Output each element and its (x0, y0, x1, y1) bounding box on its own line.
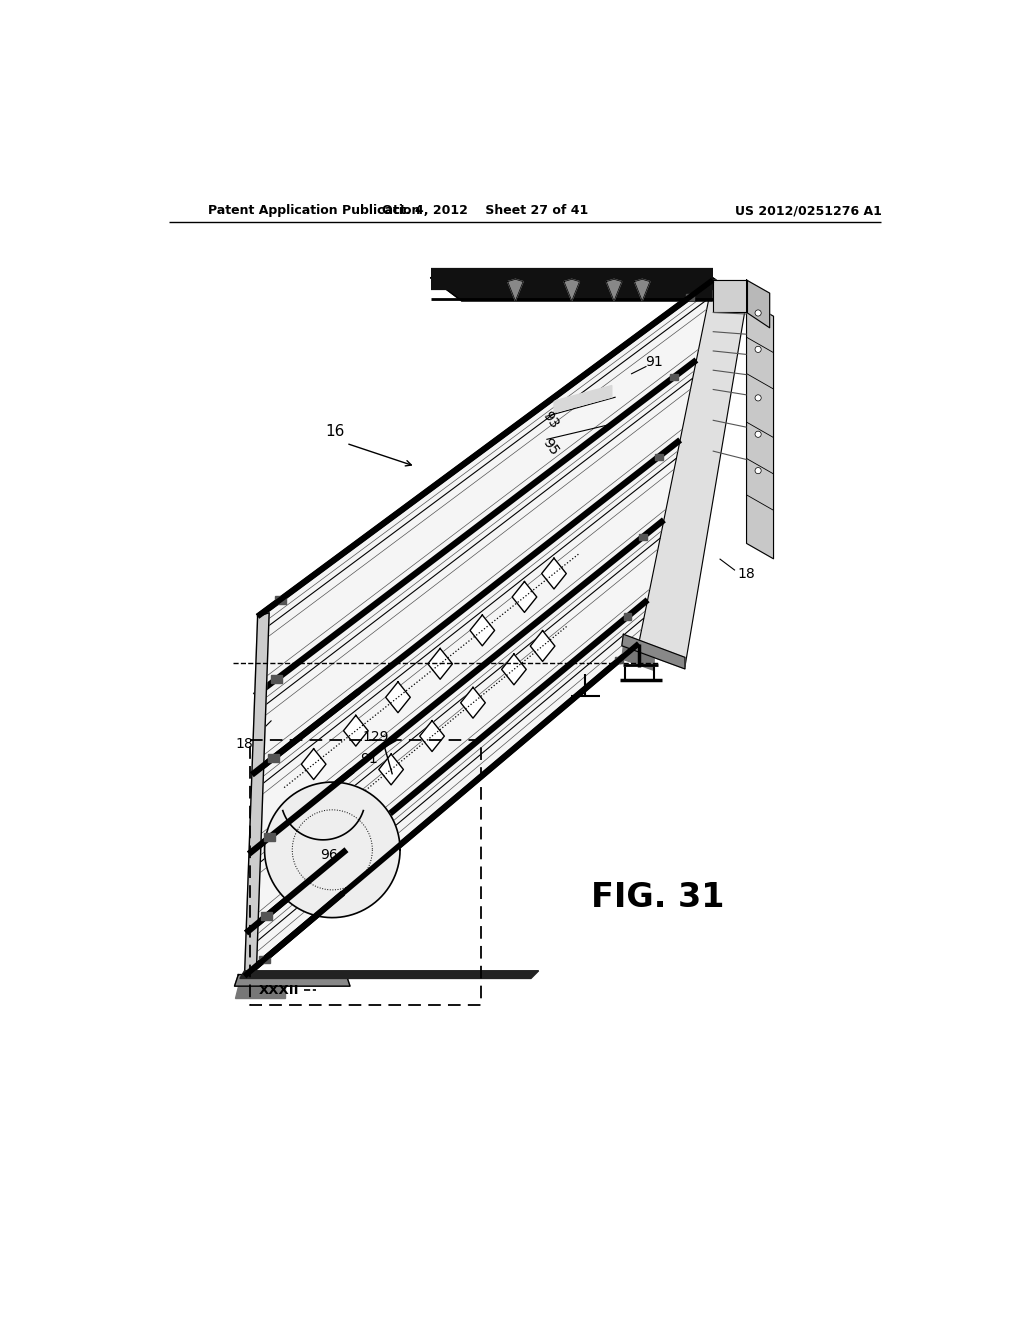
Text: 91: 91 (645, 355, 663, 370)
Text: 93: 93 (540, 409, 561, 432)
Polygon shape (245, 280, 713, 977)
Polygon shape (268, 754, 279, 762)
Text: 129: 129 (362, 730, 389, 744)
Polygon shape (624, 614, 632, 619)
Polygon shape (639, 533, 647, 540)
Polygon shape (301, 748, 326, 780)
Polygon shape (271, 675, 283, 682)
Polygon shape (386, 682, 411, 713)
Polygon shape (431, 277, 746, 301)
Text: 95: 95 (540, 436, 561, 458)
Polygon shape (622, 645, 654, 671)
Polygon shape (461, 688, 485, 718)
Text: 96: 96 (321, 849, 338, 862)
Polygon shape (264, 833, 275, 841)
Polygon shape (261, 912, 271, 920)
Polygon shape (530, 631, 555, 661)
Text: 91: 91 (360, 752, 378, 766)
Polygon shape (343, 715, 369, 746)
Polygon shape (615, 657, 623, 663)
Polygon shape (470, 615, 495, 645)
Polygon shape (622, 635, 685, 669)
Polygon shape (508, 280, 523, 301)
Text: 18: 18 (737, 568, 756, 581)
Text: Patent Application Publication: Patent Application Publication (208, 205, 420, 218)
Polygon shape (234, 986, 285, 998)
Circle shape (755, 395, 761, 401)
Polygon shape (275, 595, 286, 603)
Polygon shape (639, 280, 746, 667)
Polygon shape (512, 582, 537, 612)
Polygon shape (428, 648, 453, 680)
Polygon shape (746, 301, 773, 558)
Text: 18: 18 (236, 737, 253, 751)
Polygon shape (746, 280, 770, 327)
Text: US 2012/0251276 A1: US 2012/0251276 A1 (735, 205, 882, 218)
Polygon shape (542, 558, 566, 589)
Polygon shape (234, 974, 350, 986)
Polygon shape (564, 280, 580, 301)
Polygon shape (264, 783, 400, 917)
Polygon shape (686, 294, 694, 300)
Polygon shape (671, 374, 678, 380)
Polygon shape (420, 721, 444, 751)
Polygon shape (245, 612, 269, 979)
Text: XXXII: XXXII (259, 983, 299, 997)
Circle shape (755, 310, 761, 315)
Text: FIG. 31: FIG. 31 (591, 882, 725, 913)
Polygon shape (297, 821, 322, 851)
Polygon shape (240, 970, 539, 978)
Polygon shape (259, 956, 269, 964)
Circle shape (755, 467, 761, 474)
Text: 16: 16 (325, 424, 344, 440)
Polygon shape (338, 788, 362, 818)
Polygon shape (655, 454, 663, 459)
Text: Oct. 4, 2012    Sheet 27 of 41: Oct. 4, 2012 Sheet 27 of 41 (382, 205, 588, 218)
Circle shape (755, 432, 761, 437)
Circle shape (755, 346, 761, 352)
Polygon shape (713, 280, 746, 313)
Polygon shape (635, 280, 650, 301)
Polygon shape (554, 385, 611, 412)
Polygon shape (502, 653, 526, 685)
Polygon shape (606, 280, 622, 301)
Polygon shape (379, 754, 403, 785)
